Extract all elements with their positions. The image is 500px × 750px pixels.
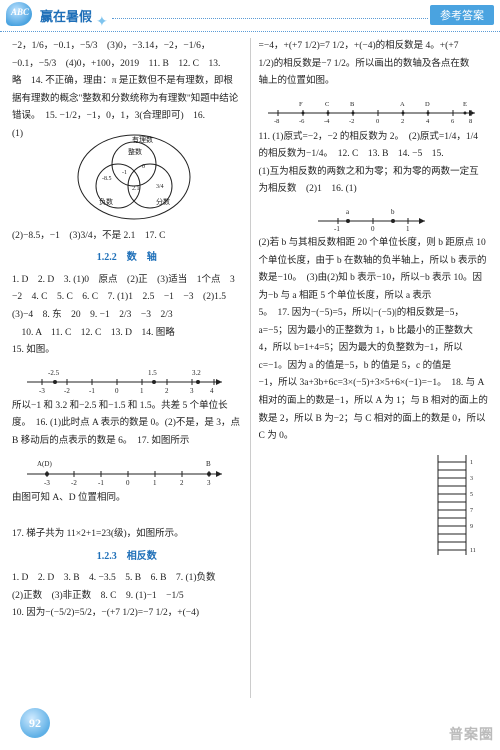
logo-badge: ABC	[6, 2, 34, 28]
text-line: 5。 17. 因为−(−5)=5，所以|−(−5)|的相反数是−5，a=−5；因…	[259, 305, 489, 375]
svg-text:0: 0	[371, 225, 375, 231]
svg-text:C: C	[325, 101, 329, 108]
svg-text:7: 7	[470, 508, 473, 514]
text-line: −1，所以 3a+3b+6c=3×(−5)+3×5+6×(−1)=−1。 18.…	[259, 375, 489, 445]
svg-text:E: E	[463, 101, 467, 108]
text-line: 略 14. 不正确，理由：π 是正数但不是有理数，即根据有理数的概念"整数和分数…	[12, 73, 242, 126]
venn-wrapper: (1) 有理数 整数 负数 分数 -8.5 -1 0 2.1 3/4	[12, 126, 242, 228]
text-line: 10. A 11. C 12. C 13. D 14. 图略	[12, 325, 242, 343]
ladder-figure: 1 3 5 7 9 11	[418, 450, 488, 560]
svg-text:0: 0	[376, 118, 379, 125]
text-line: (2)若 b 与其相反数相距 20 个单位长度，则 b 距原点 10 个单位长度…	[259, 235, 489, 305]
svg-text:0: 0	[115, 387, 119, 394]
number-line-1: -3 -2 -1 0 1 2 3 4 -2.5 1.5 3.2	[22, 364, 232, 394]
svg-text:-1: -1	[122, 170, 127, 176]
svg-text:3.2: 3.2	[192, 369, 201, 377]
section-title: 1.2.3 相反数	[12, 548, 242, 567]
svg-text:-2: -2	[349, 118, 354, 125]
watermark-text: 普案圈	[449, 724, 494, 744]
svg-text:-3: -3	[44, 479, 50, 486]
svg-text:0: 0	[126, 479, 130, 486]
left-column: −2，1/6，−0.1，−5/3 (3)0，−3.14，−2，−1/6， −0.…	[12, 38, 251, 698]
svg-text:4: 4	[426, 118, 430, 125]
svg-text:3: 3	[207, 479, 211, 486]
star-icon: ✦	[96, 14, 108, 31]
right-column: =−4，+(+7 1/2)=7 1/2，+(−4)的相反数是 4。+(+7 1/…	[259, 38, 489, 698]
header-title: 赢在暑假	[40, 6, 92, 25]
svg-text:-8: -8	[274, 118, 279, 125]
svg-text:-2: -2	[71, 479, 77, 486]
section-title: 1.2.2 数 轴	[12, 249, 242, 268]
svg-text:4: 4	[210, 387, 214, 394]
svg-text:2: 2	[165, 387, 169, 394]
page-number-badge: 92	[20, 708, 50, 738]
text-line: 所以−1 和 3.2 和−2.5 和−1.5 和 1.5。共差 5 个单位长度。…	[12, 398, 242, 451]
svg-text:D: D	[425, 101, 430, 108]
svg-text:9: 9	[470, 524, 473, 530]
text-line: 1. D 2. D 3. B 4. −3.5 5. B 6. B 7. (1)负…	[12, 570, 242, 588]
svg-text:8: 8	[469, 118, 472, 125]
svg-text:1: 1	[470, 460, 473, 466]
text-line: 1/2)的相反数是−7 1/2。所以画出的数轴及各点在数	[259, 56, 489, 74]
number-line-4: -1 0 1 a b	[313, 203, 433, 231]
svg-text:2: 2	[401, 118, 404, 125]
header-dots	[112, 18, 428, 19]
svg-text:1: 1	[140, 387, 144, 394]
text-line: 由图可知 A、D 位置相同。	[12, 490, 242, 508]
text-line: −2，1/6，−0.1，−5/3 (3)0，−3.14，−2，−1/6，	[12, 38, 242, 56]
svg-text:B: B	[206, 460, 211, 468]
svg-text:-4: -4	[324, 118, 330, 125]
svg-text:-1: -1	[98, 479, 104, 486]
page-number: 92	[29, 716, 41, 731]
svg-text:1: 1	[406, 225, 410, 231]
svg-text:2: 2	[180, 479, 184, 486]
text-line: 15. 如图。	[12, 342, 242, 360]
logo-text: ABC	[11, 7, 29, 17]
text-line: 17. 梯子共为 11×2+1=23(级)，如图所示。	[12, 526, 242, 544]
venn-diagram: 有理数 整数 负数 分数 -8.5 -1 0 2.1 3/4	[74, 132, 194, 222]
svg-text:6: 6	[451, 118, 455, 125]
svg-text:2.1: 2.1	[132, 186, 140, 192]
text-line: (1)互为相反数的两数之和为零；和为零的两数一定互为相反数 (2)1 16. (…	[259, 164, 489, 199]
svg-text:3: 3	[470, 476, 473, 482]
svg-text:A(D): A(D)	[37, 460, 52, 468]
text-line: (2)−8.5，−1 (3)3/4，不是 2.1 17. C	[12, 228, 242, 246]
number-line-2: -3 -2 -1 0 1 2 3 A(D) B	[22, 454, 232, 486]
svg-text:-1: -1	[89, 387, 95, 394]
item-label: (1)	[12, 126, 23, 144]
svg-text:F: F	[299, 101, 303, 108]
svg-text:1: 1	[153, 479, 157, 486]
svg-text:-1: -1	[334, 225, 340, 231]
content-columns: −2，1/6，−0.1，−5/3 (3)0，−3.14，−2，−1/6， −0.…	[0, 38, 500, 698]
svg-text:3/4: 3/4	[156, 184, 164, 190]
svg-text:11: 11	[470, 548, 476, 554]
svg-text:A: A	[400, 101, 405, 108]
svg-text:b: b	[391, 208, 395, 216]
svg-text:-2.5: -2.5	[48, 369, 60, 377]
text-line: (2)正数 (3)非正数 8. C 9. (1)−1 −1/5	[12, 588, 242, 606]
text-line: 1. D 2. D 3. (1)0 原点 (2)正 (3)适当 1个点 3 −2…	[12, 272, 242, 325]
svg-text:-8.5: -8.5	[102, 176, 112, 182]
svg-text:3: 3	[190, 387, 194, 394]
svg-text:1.5: 1.5	[148, 369, 157, 377]
text-line: 11. (1)原式=−2，−2 的相反数为 2。 (2)原式=1/4，1/4 的…	[259, 129, 489, 164]
text-line: −0.1，−5/3 (4)0，+100，2019 11. B 12. C 13.	[12, 56, 242, 74]
text-line: =−4，+(+7 1/2)=7 1/2，+(−4)的相反数是 4。+(+7	[259, 38, 489, 56]
text-line: 10. 因为−(−5/2)=5/2，−(+7 1/2)=−7 1/2，+(−4)	[12, 605, 242, 623]
svg-text:-2: -2	[64, 387, 70, 394]
svg-text:0: 0	[142, 164, 145, 170]
svg-text:-3: -3	[39, 387, 45, 394]
text-line: 轴上的位置如图。	[259, 73, 489, 91]
svg-text:5: 5	[470, 492, 473, 498]
svg-text:B: B	[350, 101, 355, 108]
page-header: ABC 赢在暑假 ✦ 参考答案	[0, 0, 500, 32]
header-right-label: 参考答案	[430, 5, 494, 25]
svg-text:-6: -6	[299, 118, 305, 125]
svg-text:分数: 分数	[156, 197, 170, 206]
svg-text:有理数: 有理数	[132, 135, 153, 144]
svg-text:负数: 负数	[99, 197, 113, 206]
svg-text:a: a	[346, 208, 350, 216]
svg-text:整数: 整数	[128, 147, 142, 156]
number-line-3: -8 -6 -4 -2 0 2 4 6 8 F C B A D E	[263, 95, 483, 125]
